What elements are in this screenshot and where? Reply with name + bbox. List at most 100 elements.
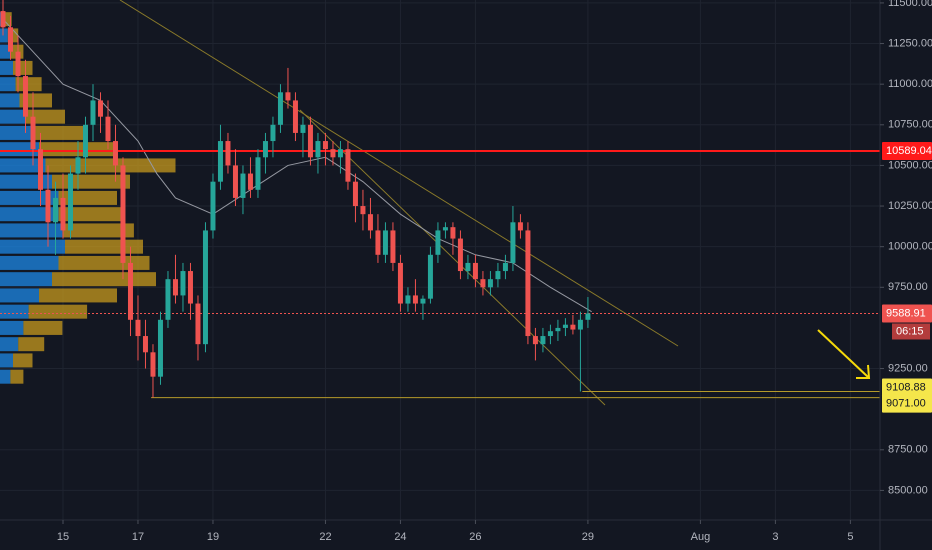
volume-bar	[0, 44, 11, 59]
volume-bar	[0, 304, 29, 319]
candle-body	[390, 230, 396, 263]
candle-body	[322, 141, 328, 150]
volume-bar	[0, 255, 59, 270]
x-tick-label: 17	[132, 531, 144, 543]
candle-body	[502, 262, 508, 272]
candle-body	[457, 238, 463, 272]
volume-bar	[0, 28, 8, 43]
channel-line	[119, 0, 679, 347]
volume-bar	[0, 337, 19, 352]
candle-body	[427, 254, 433, 299]
candle-body	[202, 230, 208, 345]
candle-body	[127, 262, 133, 320]
volume-bar	[39, 288, 117, 303]
candle-body	[345, 149, 351, 182]
candle-body	[240, 173, 246, 198]
volume-bar	[52, 174, 130, 189]
candle-body	[232, 165, 238, 198]
x-tick-label: 3	[772, 531, 778, 543]
arrow-shaft	[817, 329, 869, 378]
volume-bar	[0, 93, 20, 108]
volume-bar	[13, 353, 33, 368]
candle-body	[172, 279, 178, 296]
price-label-bg	[882, 394, 932, 413]
candle-body	[360, 206, 366, 215]
candle-body	[0, 11, 6, 28]
candle-body	[450, 227, 456, 239]
volume-bar	[28, 304, 88, 319]
candle-body	[67, 173, 73, 231]
candle-body	[570, 324, 576, 330]
candle-body	[157, 319, 163, 377]
channel	[119, 0, 679, 406]
candle-body	[420, 298, 426, 304]
price-label: 10589.04	[886, 145, 932, 157]
volume-bar	[0, 125, 33, 140]
volume-bar	[18, 337, 45, 352]
candle-body	[487, 279, 493, 288]
candle-body	[217, 141, 223, 182]
volume-bar	[23, 320, 63, 335]
candle-body	[562, 324, 568, 328]
candle-body	[120, 165, 126, 263]
x-tick-label: Aug	[691, 531, 711, 543]
y-tick-label: 11000.00	[888, 78, 932, 90]
axes: 11500.00 11250.00 11000.00 10750.00 10500.00…	[57, 0, 932, 543]
candle-body	[577, 319, 583, 330]
volume-bar	[26, 109, 65, 124]
candle-body	[52, 197, 58, 223]
price-label: 9588.91	[886, 307, 926, 319]
y-tick-label: 9750.00	[888, 281, 928, 293]
x-tick-label: 29	[582, 531, 594, 543]
candle-body	[142, 336, 148, 353]
candle-body	[412, 295, 418, 304]
candle-body	[375, 230, 381, 255]
y-tick-label: 10750.00	[888, 119, 932, 131]
candle-body	[540, 336, 546, 345]
volume-bar	[0, 60, 13, 75]
candle-body	[517, 222, 523, 231]
candle-body	[397, 262, 403, 304]
volume-bar	[0, 223, 63, 238]
candle-body	[277, 92, 283, 125]
moving-average	[2, 18, 592, 313]
volume-bar	[58, 255, 150, 270]
candle-body	[510, 222, 516, 263]
volume-bar	[0, 174, 52, 189]
candle-body	[22, 76, 28, 117]
price-label: 9071.00	[886, 398, 926, 410]
y-tick-label: 11500.00	[888, 0, 932, 9]
candle-body	[442, 227, 448, 231]
candle-body	[585, 313, 591, 320]
candle-body	[525, 230, 531, 337]
candle-body	[382, 230, 388, 255]
candle-body	[330, 149, 336, 158]
y-tick-label: 8750.00	[888, 444, 928, 456]
candle-body	[165, 279, 171, 320]
volume-bar	[0, 158, 46, 173]
volume-bar	[52, 272, 156, 287]
price-label-bg	[882, 304, 932, 323]
candle-body	[180, 271, 186, 296]
candle-body	[37, 149, 43, 190]
candle-body	[30, 116, 36, 150]
y-tick-label: 8500.00	[888, 484, 928, 496]
volume-bar	[0, 320, 24, 335]
candle-body	[187, 271, 193, 304]
plot	[0, 0, 880, 399]
channel-line	[299, 109, 606, 406]
candle-body	[255, 157, 261, 190]
candle-body	[435, 230, 441, 255]
candle-body	[352, 181, 358, 207]
candle-body	[337, 149, 343, 158]
volume-bar	[15, 77, 42, 92]
y-tick-label: 10000.00	[888, 241, 932, 253]
y-tick-label: 9250.00	[888, 362, 928, 374]
volume-bar	[5, 12, 12, 27]
volume-bar	[0, 288, 39, 303]
x-tick-label: 15	[57, 531, 69, 543]
candle-body	[367, 214, 373, 231]
x-tick-label: 5	[847, 531, 853, 543]
